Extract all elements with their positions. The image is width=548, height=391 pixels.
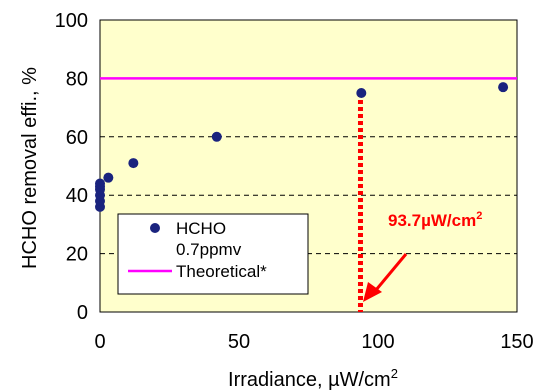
- data-point-0-9: [356, 88, 367, 98]
- legend-box: [117, 213, 309, 295]
- data-point-0-5: [95, 178, 105, 189]
- legend-marker-hcho: [150, 223, 160, 233]
- y-tick-label-2: 40: [66, 185, 88, 207]
- annotation-arrow: [363, 253, 408, 302]
- y-tick-label-4: 80: [66, 68, 88, 90]
- y-tick-label-3: 60: [66, 127, 88, 149]
- legend-label-theoretical: Theoretical*: [176, 262, 267, 281]
- annotation-text: 93.7µW/cm: [388, 211, 476, 230]
- arrow-head: [363, 282, 382, 302]
- data-point-0-7: [128, 158, 139, 169]
- y-axis-label: HCHO removal effi., %: [19, 67, 41, 269]
- x-tick-label-0: 0: [94, 331, 105, 353]
- legend-label-hcho-concentration: 0.7ppmv: [176, 240, 242, 259]
- arrow-shaft: [374, 253, 408, 291]
- annotation-irradiance: 93.7µW/cm2: [388, 210, 482, 230]
- y-tick-label-0: 0: [77, 302, 88, 324]
- legend: HCHO 0.7ppmv Theoretical*: [117, 213, 309, 295]
- x-axis-label: Irradiance, µW/cm2: [228, 366, 398, 391]
- data-points: [95, 82, 509, 212]
- data-point-0-10: [498, 82, 509, 93]
- data-point-0-8: [211, 131, 222, 142]
- y-tick-label-1: 20: [66, 244, 88, 266]
- x-tick-label-1: 50: [228, 331, 250, 353]
- y-tick-label-5: 100: [55, 10, 88, 32]
- x-tick-label-2: 100: [361, 331, 394, 353]
- x-tick-labels: 0 50 100 150: [94, 331, 533, 353]
- x-axis-label-sup: 2: [391, 366, 398, 381]
- data-point-0-6: [103, 172, 114, 183]
- annotation-sup: 2: [476, 210, 482, 222]
- x-axis-label-text: Irradiance, µW/cm: [228, 369, 391, 391]
- y-tick-labels: 0 20 40 60 80 100: [55, 10, 88, 324]
- x-tick-label-3: 150: [500, 331, 533, 353]
- legend-label-hcho: HCHO: [176, 219, 226, 238]
